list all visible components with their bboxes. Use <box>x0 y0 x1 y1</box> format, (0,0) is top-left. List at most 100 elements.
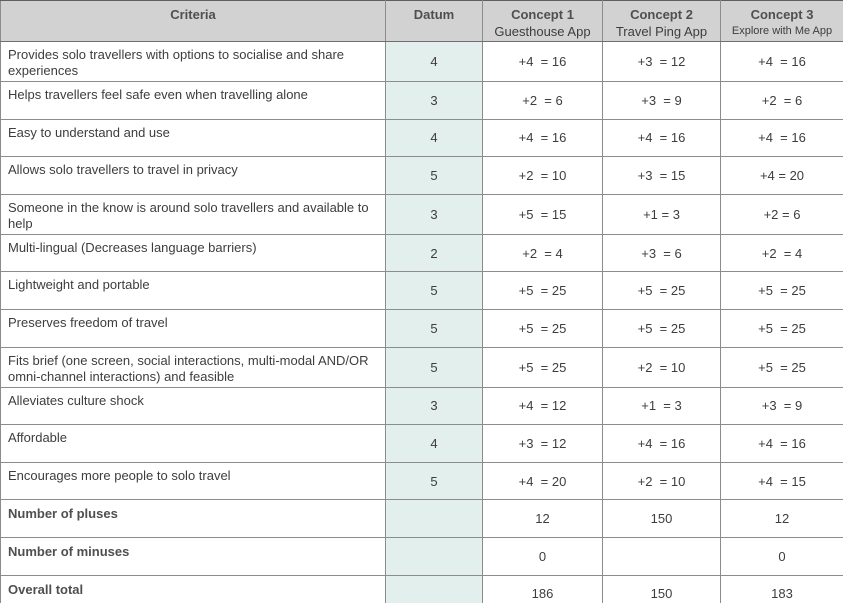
concept-1-score-cell: +2 = 10 <box>482 156 603 195</box>
concept-2-score-cell: +1 = 3 <box>602 193 721 235</box>
criteria-cell: Helps travellers feel safe even when tra… <box>0 81 386 120</box>
datum-weight-cell: 5 <box>385 461 483 501</box>
criteria-cell: Preserves freedom of travel <box>0 308 386 348</box>
criteria-row: Lightweight and portable 5 +5 = 25 +5 = 25 +… <box>0 271 843 310</box>
concept-3-score-cell: +4 = 16 <box>720 41 843 82</box>
concept-3-score-cell: +5 = 25 <box>720 271 843 310</box>
criteria-row: Preserves freedom of travel 5 +5 = 25 +5 = … <box>0 308 843 348</box>
concept-1-score-cell: +4 = 20 <box>482 461 603 501</box>
concept-1-score-cell: +3 = 12 <box>482 424 603 463</box>
datum-empty-cell <box>385 536 483 576</box>
concept-2-score-cell: +3 = 12 <box>602 41 721 82</box>
criteria-row: Multi-lingual (Decreases language barrie… <box>0 233 843 273</box>
criteria-cell: Multi-lingual (Decreases language barrie… <box>0 233 386 273</box>
criteria-cell: Provides solo travellers with options to… <box>0 41 386 82</box>
concept-2-total-cell: 150 <box>602 499 721 538</box>
criteria-row: Alleviates culture shock 3 +4 = 12 +1 = 3 +3… <box>0 386 843 426</box>
concept-3-score-cell: +5 = 25 <box>720 308 843 348</box>
criteria-cell: Easy to understand and use <box>0 118 386 158</box>
datum-weight-cell: 4 <box>385 41 483 82</box>
concept-3-score-cell: +4 = 16 <box>720 424 843 463</box>
concept-3-title: Concept 3 <box>750 7 814 22</box>
concept-2-score-cell: +4 = 16 <box>602 118 721 158</box>
concept-3-total-cell: 0 <box>720 536 843 576</box>
summary-label-cell: Number of minuses <box>0 536 386 576</box>
concept-1-score-cell: +4 = 16 <box>482 118 603 158</box>
summary-label-cell: Overall total <box>0 574 386 603</box>
criteria-cell: Allows solo travellers to travel in priv… <box>0 156 386 195</box>
concept-1-score-cell: +4 = 16 <box>482 41 603 82</box>
criteria-row: Affordable 4 +3 = 12 +4 = 16 +4 = 16 <box>0 424 843 463</box>
concept-2-score-cell: +3 = 6 <box>602 233 721 273</box>
datum-weight-cell: 5 <box>385 346 483 388</box>
datum-weight-cell: 3 <box>385 386 483 426</box>
concept-2-total-cell <box>602 536 721 576</box>
concept-1-title: Concept 1 <box>511 7 574 22</box>
concept-3-score-cell: +4 = 15 <box>720 461 843 501</box>
concept-1-total-cell: 12 <box>482 499 603 538</box>
concept-1-score-cell: +4 = 12 <box>482 386 603 426</box>
matrix-body: Provides solo travellers with options to… <box>0 41 843 603</box>
concept-2-score-cell: +2 = 10 <box>602 461 721 501</box>
concept-2-score-cell: +5 = 25 <box>602 271 721 310</box>
concept-1-score-cell: +5 = 25 <box>482 271 603 310</box>
datum-weight-cell: 5 <box>385 308 483 348</box>
concept-1-total-cell: 186 <box>482 574 603 603</box>
summary-row: Number of minuses 0 0 <box>0 536 843 576</box>
concept-2-title: Concept 2 <box>630 7 693 22</box>
concept-1-score-cell: +5 = 25 <box>482 346 603 388</box>
datum-empty-cell <box>385 499 483 538</box>
concept-3-total-cell: 183 <box>720 574 843 603</box>
summary-label-cell: Number of pluses <box>0 499 386 538</box>
concept-2-total-cell: 150 <box>602 574 721 603</box>
datum-weight-cell: 2 <box>385 233 483 273</box>
concept-1-subtitle: Guesthouse App <box>494 24 591 39</box>
datum-weight-cell: 3 <box>385 81 483 120</box>
criteria-row: Fits brief (one screen, social interacti… <box>0 346 843 388</box>
concept-1-score-cell: +5 = 15 <box>482 193 603 235</box>
concept-3-score-cell: +2 = 6 <box>720 193 843 235</box>
criteria-row: Provides solo travellers with options to… <box>0 41 843 82</box>
concept-3-score-cell: +4 = 16 <box>720 118 843 158</box>
col-header-criteria: Criteria <box>0 0 386 42</box>
concept-2-score-cell: +3 = 15 <box>602 156 721 195</box>
concept-2-score-cell: +5 = 25 <box>602 308 721 348</box>
criteria-row: Encourages more people to solo travel 5 +4… <box>0 461 843 501</box>
datum-weight-cell: 5 <box>385 156 483 195</box>
concept-1-score-cell: +2 = 4 <box>482 233 603 273</box>
criteria-row: Allows solo travellers to travel in priv… <box>0 156 843 195</box>
datum-empty-cell <box>385 574 483 603</box>
concept-1-score-cell: +2 = 6 <box>482 81 603 120</box>
concept-1-score-cell: +5 = 25 <box>482 308 603 348</box>
header-row: Criteria Datum Concept 1 Guesthouse App … <box>0 0 843 42</box>
concept-1-total-cell: 0 <box>482 536 603 576</box>
criteria-cell: Encourages more people to solo travel <box>0 461 386 501</box>
concept-2-subtitle: Travel Ping App <box>615 24 708 39</box>
col-header-datum: Datum <box>385 0 483 42</box>
datum-weight-cell: 3 <box>385 193 483 235</box>
concept-3-score-cell: +2 = 6 <box>720 81 843 120</box>
criteria-row: Someone in the know is around solo trave… <box>0 193 843 235</box>
datum-weight-cell: 4 <box>385 424 483 463</box>
datum-weight-cell: 4 <box>385 118 483 158</box>
col-header-concept-3: Concept 3 Explore with Me App <box>720 0 843 42</box>
criteria-cell: Affordable <box>0 424 386 463</box>
summary-row: Number of pluses 12 150 12 <box>0 499 843 538</box>
criteria-cell: Alleviates culture shock <box>0 386 386 426</box>
criteria-cell: Fits brief (one screen, social interacti… <box>0 346 386 388</box>
concept-2-score-cell: +3 = 9 <box>602 81 721 120</box>
col-header-concept-1: Concept 1 Guesthouse App <box>482 0 603 42</box>
criteria-cell: Lightweight and portable <box>0 271 386 310</box>
datum-weight-cell: 5 <box>385 271 483 310</box>
col-header-concept-2: Concept 2 Travel Ping App <box>602 0 721 42</box>
criteria-cell: Someone in the know is around solo trave… <box>0 193 386 235</box>
concept-2-score-cell: +4 = 16 <box>602 424 721 463</box>
concept-3-subtitle: Explore with Me App <box>731 25 833 37</box>
concept-3-score-cell: +5 = 25 <box>720 346 843 388</box>
concept-3-total-cell: 12 <box>720 499 843 538</box>
concept-2-score-cell: +2 = 10 <box>602 346 721 388</box>
summary-row: Overall total 186 150 183 <box>0 574 843 603</box>
concept-2-score-cell: +1 = 3 <box>602 386 721 426</box>
criteria-row: Helps travellers feel safe even when tra… <box>0 81 843 120</box>
